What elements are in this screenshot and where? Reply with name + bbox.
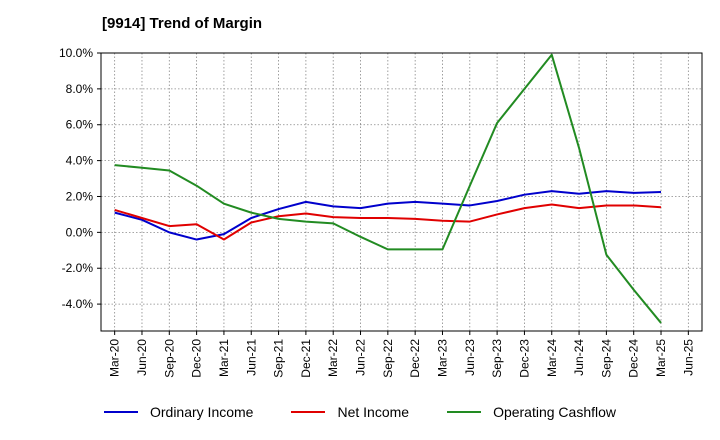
y-axis-ticks: 10.0% 8.0% 6.0% 4.0% 2.0% 0.0% -2.0% -4.0% bbox=[59, 46, 101, 311]
legend-swatch bbox=[103, 411, 138, 413]
x-tick-label: Sep-21 bbox=[272, 339, 286, 378]
x-tick-label: Mar-25 bbox=[654, 339, 668, 377]
legend-item-ordinary-income: Ordinary Income bbox=[103, 404, 254, 420]
x-tick-label: Mar-24 bbox=[545, 339, 559, 377]
y-tick-label: 10.0% bbox=[59, 46, 93, 60]
legend-swatch bbox=[447, 411, 482, 413]
x-tick-label: Sep-23 bbox=[490, 339, 504, 378]
legend-item-net-income: Net Income bbox=[291, 404, 409, 420]
y-tick-label: 6.0% bbox=[66, 118, 94, 132]
x-tick-label: Mar-20 bbox=[108, 339, 122, 377]
x-tick-label: Mar-21 bbox=[217, 339, 231, 377]
x-tick-label: Sep-20 bbox=[162, 339, 176, 378]
x-axis-ticks: Mar-20 Jun-20 Sep-20 Dec-20 Mar-21 Jun-21 Sep-… bbox=[108, 331, 695, 378]
legend-label: Net Income bbox=[337, 404, 410, 420]
x-tick-label: Jun-24 bbox=[572, 339, 586, 376]
plot-frame bbox=[100, 52, 703, 332]
legend-label: Operating Cashflow bbox=[493, 404, 617, 420]
legend-swatch bbox=[291, 411, 326, 413]
series-line-ordinary-income bbox=[114, 190, 662, 241]
y-tick-label: 8.0% bbox=[66, 82, 94, 96]
y-tick-label: 0.0% bbox=[66, 225, 94, 239]
legend-item-operating-cashflow: Operating Cashflow bbox=[447, 404, 616, 420]
x-tick-label: Dec-24 bbox=[627, 339, 641, 378]
y-tick-label: 2.0% bbox=[66, 189, 94, 203]
series-layer bbox=[114, 53, 662, 324]
x-tick-label: Jun-25 bbox=[681, 339, 695, 376]
series-line-operating-cashflow bbox=[114, 53, 662, 324]
x-tick-label: Dec-21 bbox=[299, 339, 313, 378]
legend-label: Ordinary Income bbox=[149, 404, 254, 420]
series-line-net-income bbox=[114, 203, 662, 241]
y-tick-label: 4.0% bbox=[66, 154, 94, 168]
grid-layer bbox=[101, 52, 702, 331]
y-tick-label: -2.0% bbox=[62, 261, 94, 275]
legend: Ordinary Income Net Income Operating Cashf… bbox=[0, 404, 720, 420]
x-tick-label: Jun-21 bbox=[244, 339, 258, 376]
y-tick-label: -4.0% bbox=[62, 297, 94, 311]
x-tick-label: Jun-23 bbox=[463, 339, 477, 376]
x-tick-label: Mar-22 bbox=[326, 339, 340, 377]
x-tick-label: Jun-20 bbox=[135, 339, 149, 376]
x-tick-label: Dec-23 bbox=[517, 339, 531, 378]
chart-title: [9914] Trend of Margin bbox=[102, 15, 263, 32]
x-tick-label: Dec-22 bbox=[408, 339, 422, 378]
x-tick-label: Sep-24 bbox=[599, 339, 613, 378]
x-tick-label: Dec-20 bbox=[190, 339, 204, 378]
x-tick-label: Sep-22 bbox=[381, 339, 395, 378]
x-tick-label: Jun-22 bbox=[354, 339, 368, 376]
x-tick-label: Mar-23 bbox=[435, 339, 449, 377]
